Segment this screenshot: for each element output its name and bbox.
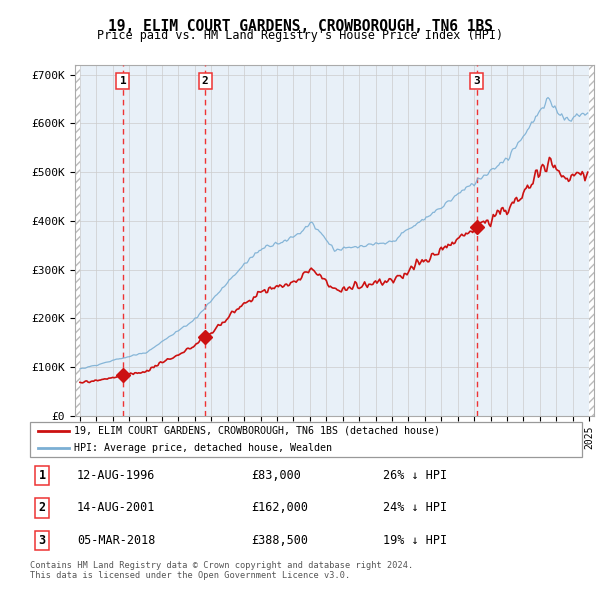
Text: 2: 2 [202,76,208,86]
Text: £388,500: £388,500 [251,534,308,547]
Text: 19% ↓ HPI: 19% ↓ HPI [383,534,448,547]
Text: 2: 2 [38,502,46,514]
Text: 1: 1 [119,76,127,86]
FancyBboxPatch shape [30,422,582,457]
Text: 14-AUG-2001: 14-AUG-2001 [77,502,155,514]
Text: £83,000: £83,000 [251,469,301,482]
Text: 12-AUG-1996: 12-AUG-1996 [77,469,155,482]
Text: 3: 3 [473,76,480,86]
Text: 05-MAR-2018: 05-MAR-2018 [77,534,155,547]
Text: 19, ELIM COURT GARDENS, CROWBOROUGH, TN6 1BS (detached house): 19, ELIM COURT GARDENS, CROWBOROUGH, TN6… [74,426,440,435]
Text: 3: 3 [38,534,46,547]
Text: 1: 1 [38,469,46,482]
Text: £162,000: £162,000 [251,502,308,514]
Text: 19, ELIM COURT GARDENS, CROWBOROUGH, TN6 1BS: 19, ELIM COURT GARDENS, CROWBOROUGH, TN6… [107,19,493,34]
Text: Price paid vs. HM Land Registry's House Price Index (HPI): Price paid vs. HM Land Registry's House … [97,30,503,42]
Text: Contains HM Land Registry data © Crown copyright and database right 2024.
This d: Contains HM Land Registry data © Crown c… [30,560,413,580]
Text: HPI: Average price, detached house, Wealden: HPI: Average price, detached house, Weal… [74,444,332,453]
Text: 26% ↓ HPI: 26% ↓ HPI [383,469,448,482]
Text: 24% ↓ HPI: 24% ↓ HPI [383,502,448,514]
